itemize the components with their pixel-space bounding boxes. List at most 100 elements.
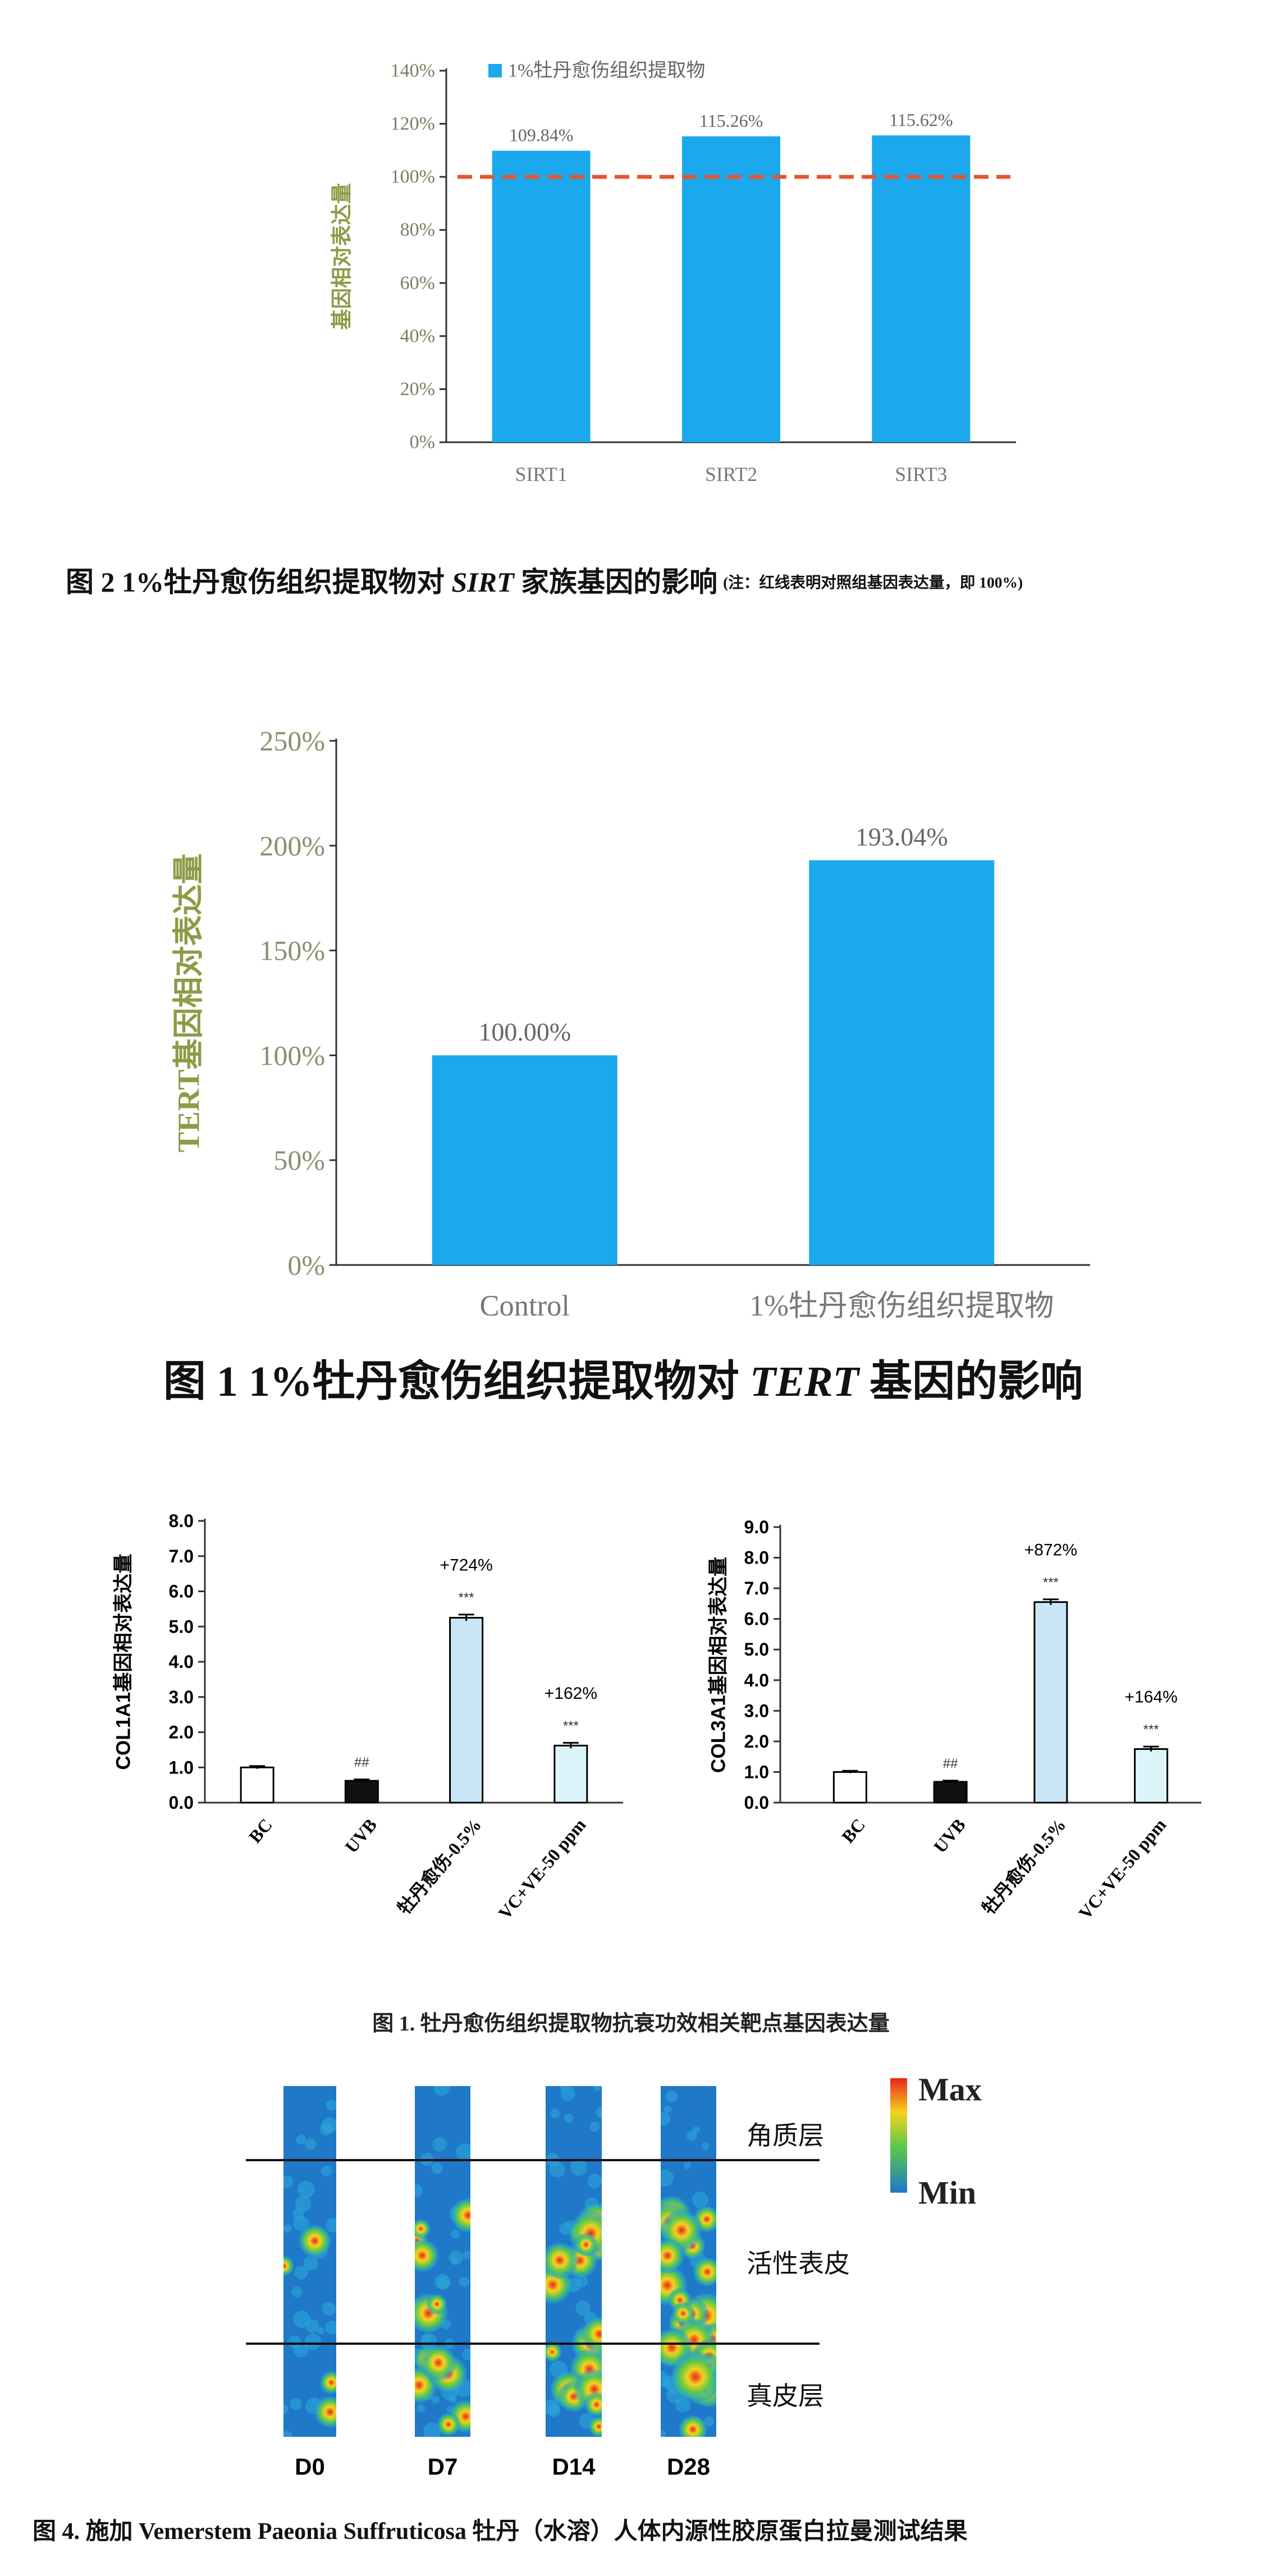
heat-noise [326,2100,336,2111]
y-tick-label: 60% [400,273,435,294]
y-tick-label: 80% [400,219,435,240]
heat-blob [583,2391,602,2418]
color-scale-max: Max [918,2071,982,2108]
bar [809,860,995,1265]
change-label: +724% [440,1556,493,1574]
x-tick-label: SIRT1 [515,463,568,485]
y-tick-label: 4.0 [744,1670,769,1690]
heat-noise [321,2165,332,2176]
day-label: D0 [295,2454,325,2480]
y-tick-label: 0.0 [169,1793,194,1813]
legend-swatch [488,64,502,77]
caption-part: SIRT [452,566,516,598]
heat-noise [421,2334,431,2345]
caption: 图 1 1%牡丹愈伤组织提取物对 TERT 基因的影响 [163,1358,1083,1405]
heat-noise [550,2109,560,2119]
bar [1134,1748,1169,1804]
heat-noise [432,2137,447,2152]
heat-noise [450,2230,460,2239]
heat-strip [415,2086,470,2437]
heat-noise [322,2302,336,2316]
caption-note: (注：红线表明对照组基因表达量，即 100%) [723,574,1023,591]
y-tick-label: 0.0 [744,1793,769,1813]
value-label: 115.62% [889,109,953,130]
heat-noise [701,2142,710,2150]
layer-label: 真皮层 [747,2381,824,2410]
y-tick-label: 50% [273,1144,325,1176]
error-bar [458,1614,474,1621]
value-label: 100.00% [478,1017,571,1046]
bar [682,136,780,442]
figure-caption: 图 1. 牡丹愈伤组织提取物抗衰功效相关靶点基因表达量 [372,2012,890,2036]
caption-part: 图 2 1%牡丹愈伤组织提取物对 [66,566,452,598]
y-tick-label: 3.0 [169,1687,194,1707]
heat-noise [296,2134,306,2145]
error-bar [354,1779,370,1782]
heat-blob [574,2233,598,2257]
y-tick-label: 9.0 [744,1517,769,1537]
bar [344,1780,379,1804]
error-bar [942,1780,959,1784]
bar [432,1055,617,1265]
x-tick-label: 1%牡丹愈伤组织提取物 [749,1290,1054,1322]
heat-strip [546,2086,602,2437]
heat-noise [462,2348,470,2360]
heat-noise [587,2174,602,2188]
heat-blob [692,2256,716,2288]
heat-blob [546,2241,579,2280]
heat-noise [665,2090,678,2103]
heat-blob [661,2238,686,2274]
heat-blob [415,2219,431,2239]
heat-noise [437,2276,450,2290]
layer-label: 活性表皮 [747,2249,850,2278]
heat-blob [426,2293,448,2315]
heat-blob [671,2302,695,2326]
y-tick-label: 20% [400,379,435,400]
y-tick-label: 150% [259,935,325,966]
heat-noise [560,2086,575,2101]
color-scale [890,2078,907,2193]
y-tick-label: 1.0 [744,1762,769,1782]
x-tick-label: 牡丹愈伤-0.5% [393,1814,485,1918]
caption-part: 家族基因的影响 [514,566,718,598]
change-label: +872% [1024,1541,1077,1559]
heat-noise [290,2398,302,2410]
y-axis-label: COL1A1基因相对表达量 [113,1553,135,1770]
color-scale-min: Min [918,2175,976,2211]
error-bar [1143,1745,1159,1752]
value-label: 193.04% [855,822,948,851]
heat-noise [317,2327,325,2335]
x-tick-label: SIRT2 [705,463,757,485]
x-tick-label: BC [838,1814,869,1846]
value-label: 109.84% [509,125,574,145]
heat-noise [283,2431,292,2437]
bar [832,1771,867,1804]
heat-noise [295,2195,312,2212]
bar [449,1617,484,1804]
heat-noise [304,2334,322,2350]
y-tick-label: 2.0 [169,1722,194,1743]
heat-noise [596,2106,602,2119]
y-tick-label: 7.0 [744,1578,769,1598]
y-tick-label: 0% [410,432,435,453]
y-tick-label: 8.0 [169,1511,194,1531]
significance-label: *** [1143,1722,1159,1738]
significance-label: ## [943,1756,958,1771]
heat-blob [678,2414,708,2437]
heat-noise [589,2121,600,2132]
heat-blob [546,2341,563,2363]
y-tick-label: 3.0 [744,1700,769,1721]
significance-label: *** [1043,1575,1059,1590]
day-label: D7 [428,2454,458,2480]
y-axis-label: TERT基因相对表达量 [172,854,206,1153]
heat-noise [593,2086,602,2091]
heat-noise [283,2404,289,2414]
y-tick-label: 8.0 [744,1548,769,1568]
y-tick-label: 140% [391,61,435,81]
heat-noise [661,2169,674,2187]
y-tick-label: 6.0 [744,1609,769,1629]
x-tick-label: BC [245,1814,276,1846]
significance-label: *** [459,1590,474,1605]
y-tick-label: 200% [259,830,325,861]
